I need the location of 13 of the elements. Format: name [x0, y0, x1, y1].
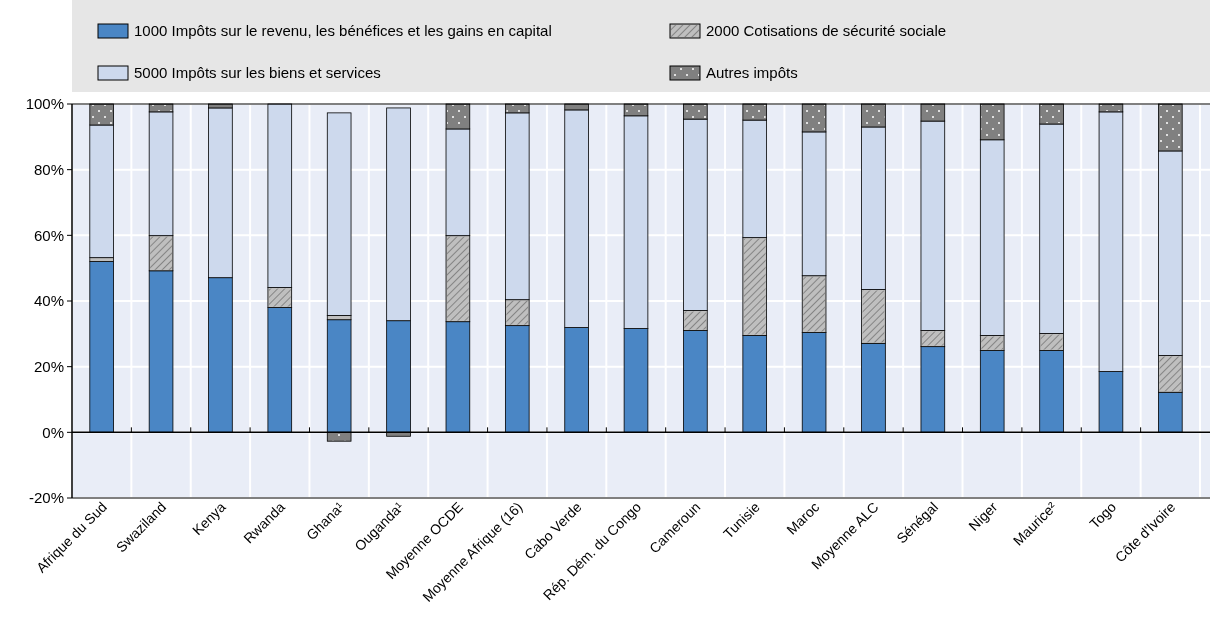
legend-label: 5000 Impôts sur les biens et services: [134, 64, 381, 81]
y-tick-label: -20%: [28, 489, 64, 507]
legend-label: Autres impôts: [706, 64, 798, 81]
x-tick-label: Togo: [1086, 498, 1120, 532]
y-tick-label: 60%: [33, 226, 64, 244]
y-tick-label: 100%: [25, 95, 64, 113]
y-tick-label: 40%: [33, 292, 64, 310]
bar: [326, 112, 352, 316]
y-tick-label: 0%: [42, 423, 64, 441]
y-tick-label: 80%: [33, 160, 64, 178]
y-tick-label: 20%: [33, 357, 64, 375]
legend-label: 2000 Cotisations de sécurité sociale: [706, 22, 947, 39]
legend-label: 1000 Impôts sur le revenu, les bénéfices et les gains en capital: [134, 22, 552, 39]
